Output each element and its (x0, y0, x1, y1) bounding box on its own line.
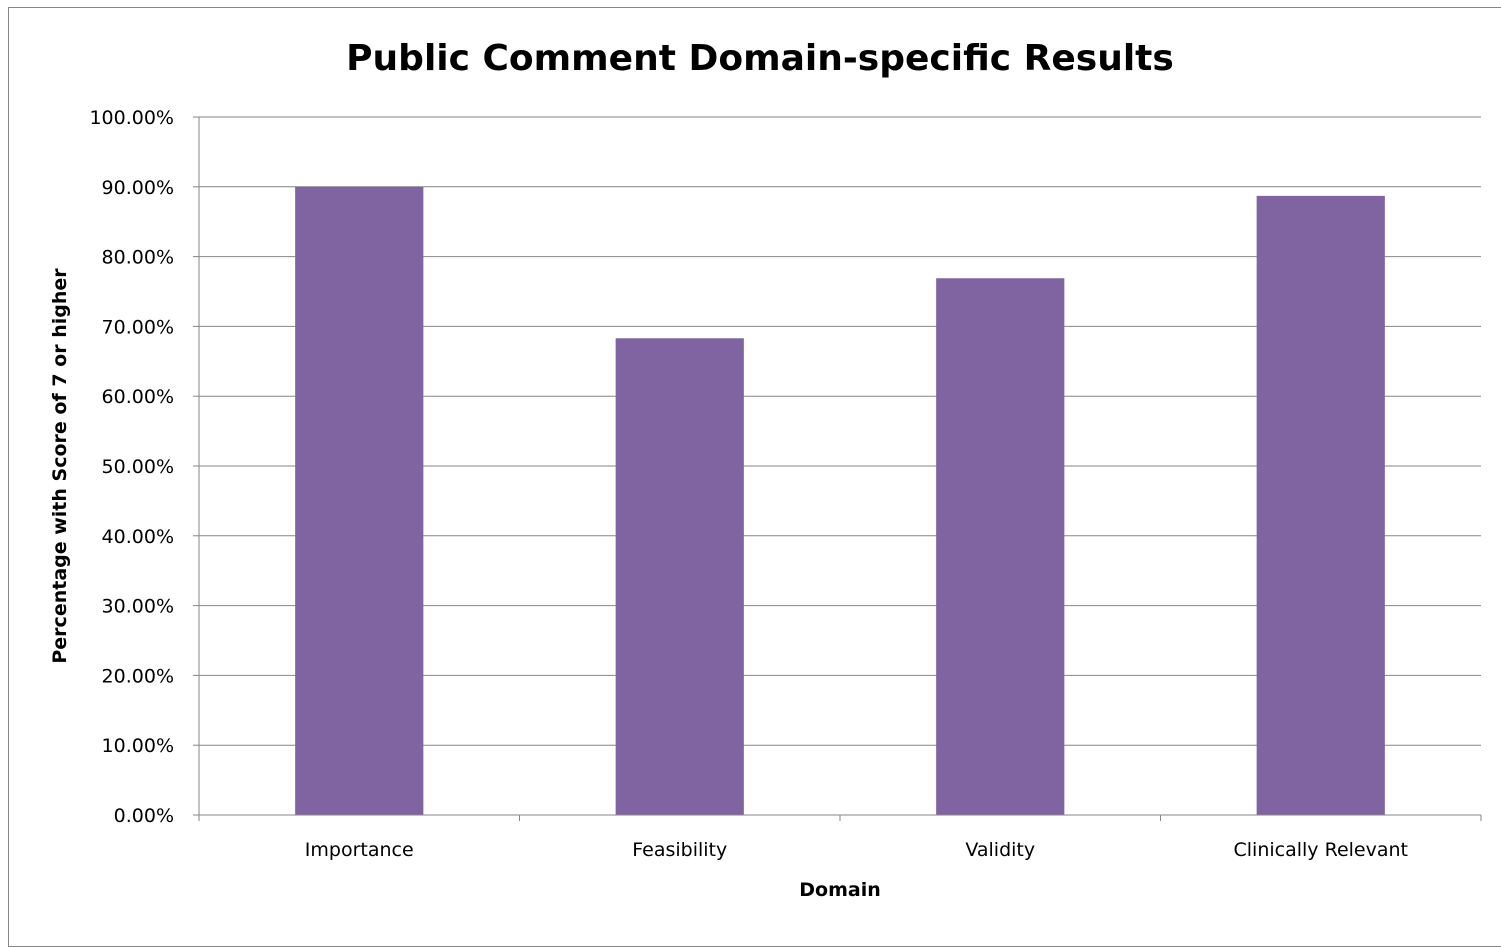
bars (295, 186, 1385, 816)
x-tick-label: Feasibility (632, 839, 727, 861)
x-axis-title: Domain (799, 879, 880, 901)
y-tick-label: 60.00% (102, 386, 174, 408)
x-tick-labels: Importance Feasibility Validity Clinically … (305, 839, 1408, 861)
x-tick-label: Importance (305, 839, 414, 861)
x-tick-label: Validity (965, 839, 1035, 861)
chart-frame (8, 7, 1501, 947)
y-tick-label: 30.00% (102, 596, 174, 618)
y-tick-label: 100.00% (89, 107, 174, 129)
y-tick-label: 50.00% (102, 456, 174, 478)
y-tick-label: 40.00% (102, 526, 174, 548)
y-tick-label: 80.00% (102, 247, 174, 269)
y-tick-label: 0.00% (114, 805, 174, 827)
y-tick-label: 10.00% (102, 735, 174, 757)
y-tick-label: 70.00% (102, 316, 174, 338)
bar-clinically-relevant (1256, 195, 1385, 815)
x-tick-label: Clinically Relevant (1234, 839, 1408, 861)
y-tick-label: 90.00% (102, 177, 174, 199)
bar-importance (295, 186, 424, 816)
axes (193, 116, 1482, 821)
y-tick-labels: 0.00% 10.00% 20.00% 30.00% 40.00% 50.00% 60.00… (89, 107, 174, 827)
y-axis-title: Percentage with Score of 7 or higher (49, 268, 71, 664)
bar-validity (936, 278, 1065, 815)
y-tick-label: 20.00% (102, 665, 174, 687)
chart-title: Public Comment Domain-specific Results (346, 38, 1174, 79)
bar-feasibility (615, 338, 744, 815)
